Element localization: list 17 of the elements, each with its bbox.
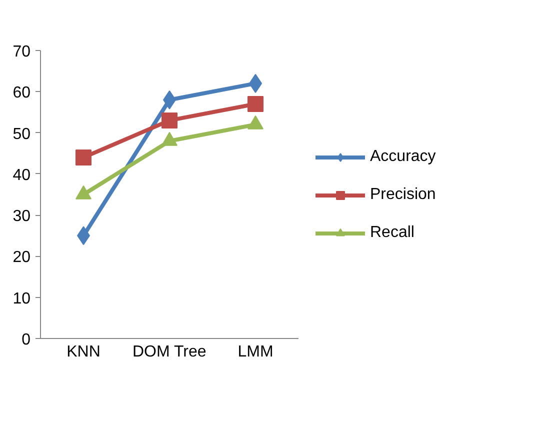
- y-tick-label: 70: [12, 44, 31, 60]
- legend-label: Precision: [370, 186, 436, 204]
- x-tick-label: LMM: [238, 344, 274, 360]
- y-tick-label: 50: [12, 126, 31, 143]
- y-tick-label: 60: [12, 84, 31, 102]
- x-tick-label: KNN: [66, 344, 100, 360]
- y-tick-label: 30: [12, 208, 31, 226]
- y-tick-label: 0: [22, 332, 31, 348]
- x-tick-label: DOM Tree: [132, 344, 206, 360]
- y-tick-label: 20: [12, 249, 31, 266]
- legend-label: Recall: [370, 224, 414, 242]
- point: [248, 96, 264, 112]
- legend-label: Accuracy: [370, 148, 436, 166]
- y-tick-label: 10: [12, 290, 31, 308]
- point: [76, 149, 92, 166]
- y-tick-label: 40: [12, 166, 31, 184]
- point: [162, 112, 178, 128]
